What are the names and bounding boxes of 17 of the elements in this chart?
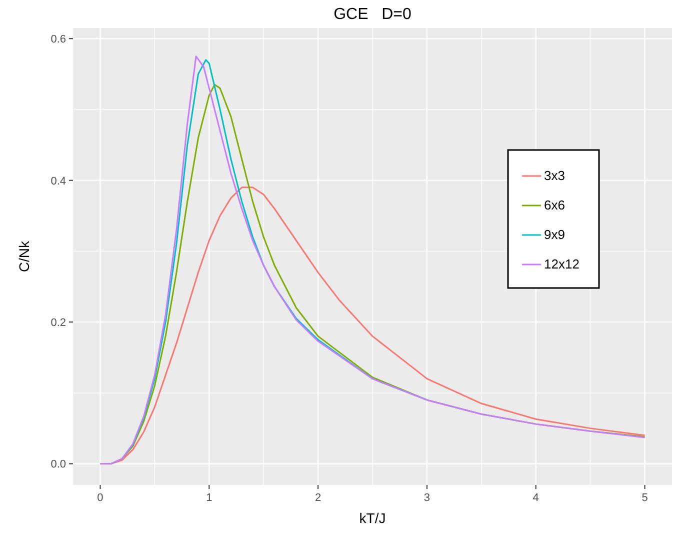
x-tick-label: 1 [206, 492, 212, 504]
legend-label: 6x6 [544, 198, 565, 212]
x-tick-label: 2 [314, 492, 322, 504]
legend-label: 3x3 [544, 168, 565, 183]
y-tick-label: 0.6 [50, 34, 66, 46]
x-tick-label: 0 [97, 492, 104, 504]
chart-title: GCE D=0 [334, 6, 412, 23]
x-tick-label: 5 [642, 492, 648, 504]
y-tick-label: 0.4 [50, 175, 66, 188]
legend-label: 9x9 [544, 227, 565, 242]
y-tick-label: 0.2 [50, 317, 66, 330]
legend-label: 12x12 [544, 256, 580, 272]
y-tick-label: 0.0 [50, 458, 66, 471]
x-tick-label: 4 [532, 492, 539, 504]
x-tick-label: 3 [424, 492, 430, 504]
x-axis-title: kT/J [359, 510, 386, 526]
y-axis-title: C/Nk [16, 240, 32, 272]
